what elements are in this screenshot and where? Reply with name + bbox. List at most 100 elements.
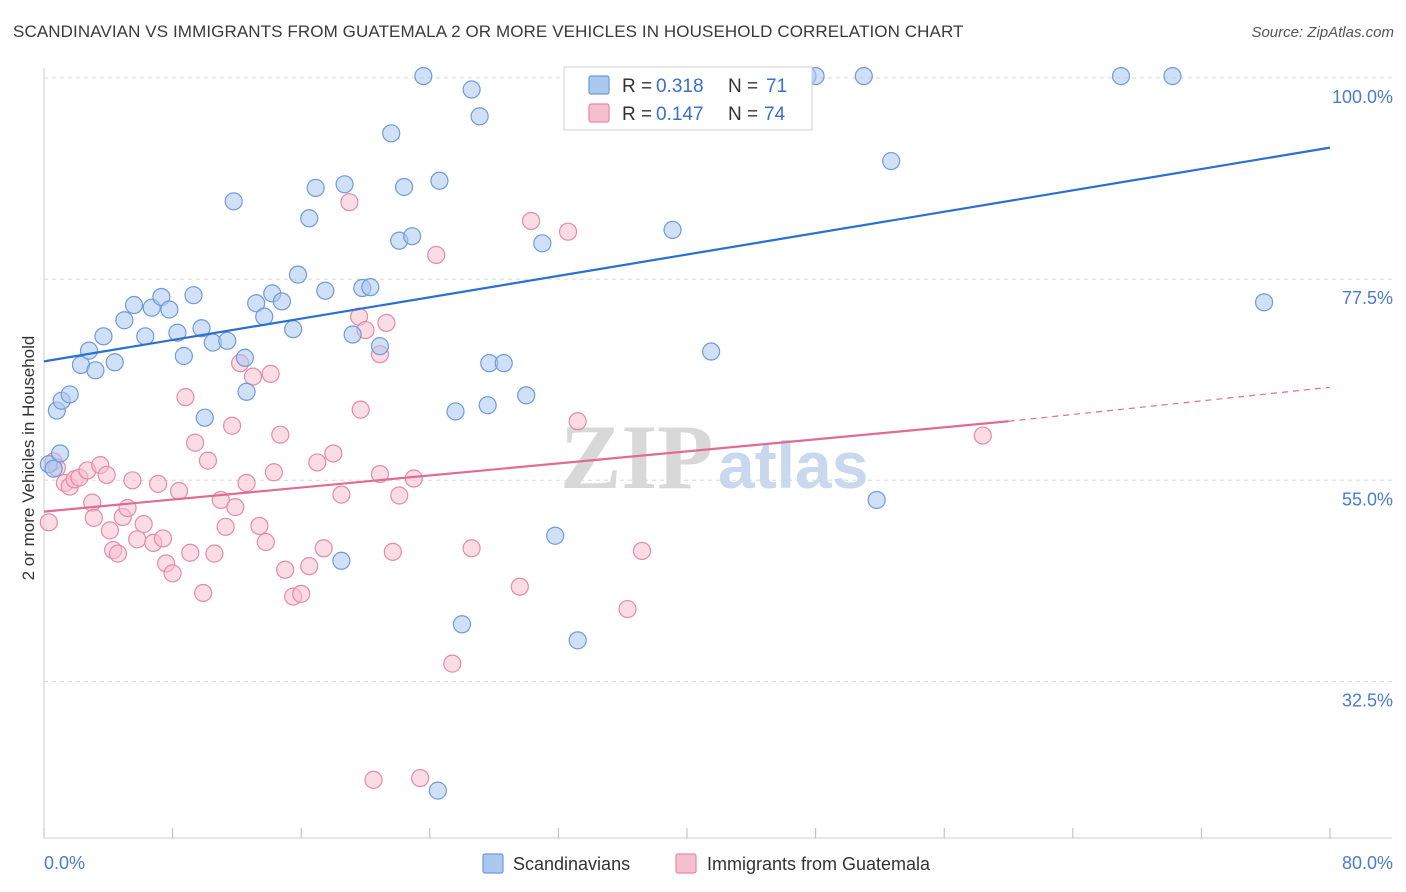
data-point-scandinavians: [300, 209, 319, 228]
data-point-scandinavians: [478, 396, 497, 415]
data-point-guatemala: [243, 367, 263, 386]
data-point-scandinavians: [168, 323, 187, 342]
bottom-legend: Scandinavians Immigrants from Guatemala: [482, 853, 931, 874]
data-point-scandinavians: [343, 325, 362, 344]
data-point-guatemala: [222, 416, 242, 435]
data-point-guatemala: [216, 517, 235, 536]
data-point-scandinavians: [224, 192, 243, 211]
data-point-guatemala: [618, 599, 637, 619]
data-point-scandinavians: [663, 220, 682, 240]
data-point-scandinavians: [494, 354, 513, 373]
x-tick-label-min: 0.0%: [44, 853, 85, 873]
data-point-scandinavians: [316, 281, 335, 300]
legend-swatch-pink: [588, 103, 610, 123]
data-point-scandinavians: [430, 171, 449, 190]
data-point-scandinavians: [136, 327, 155, 346]
data-point-guatemala: [123, 471, 142, 490]
legend-r-value-2: 0.147: [656, 104, 704, 125]
top-legend: R = 0.318 N = 71 R = 0.147 N = 74: [563, 66, 813, 131]
series-guatemala-points: [39, 193, 992, 789]
data-point-guatemala: [383, 542, 402, 561]
data-point-guatemala: [226, 498, 245, 517]
data-point-guatemala: [370, 464, 390, 484]
data-point-scandinavians: [184, 286, 203, 305]
legend-r-label-2: R =: [622, 104, 652, 125]
data-point-scandinavians: [1163, 66, 1182, 86]
data-point-scandinavians: [195, 408, 214, 427]
chart-title: SCANDINAVIAN VS IMMIGRANTS FROM GUATEMAL…: [13, 22, 964, 41]
data-point-scandinavians: [94, 327, 113, 346]
axes: [43, 68, 1392, 839]
data-point-guatemala: [377, 313, 396, 333]
data-point-guatemala: [176, 388, 195, 407]
data-point-scandinavians: [546, 526, 565, 545]
data-point-guatemala: [308, 453, 327, 472]
y-tick-label: 100.0%: [1332, 87, 1393, 107]
data-point-guatemala: [237, 473, 256, 493]
data-point-guatemala: [264, 463, 283, 482]
data-point-scandinavians: [218, 331, 237, 350]
data-point-guatemala: [261, 364, 280, 383]
data-point-guatemala: [108, 544, 128, 563]
data-point-guatemala: [97, 465, 116, 485]
data-point-guatemala: [100, 521, 120, 540]
data-point-guatemala: [169, 481, 189, 501]
data-point-scandinavians: [50, 444, 70, 463]
data-point-scandinavians: [382, 124, 401, 143]
data-point-guatemala: [205, 544, 224, 563]
watermark: ZIP atlas: [560, 406, 868, 508]
data-point-scandinavians: [174, 346, 193, 366]
data-point-guatemala: [462, 539, 481, 558]
trend-line-guatemala: [43, 420, 1009, 513]
data-point-guatemala: [153, 529, 173, 548]
data-point-guatemala: [271, 425, 290, 444]
bottom-legend-swatch-guatemala: [675, 853, 697, 874]
data-point-scandinavians: [160, 300, 179, 319]
data-point-scandinavians: [452, 615, 472, 634]
data-point-scandinavians: [370, 337, 390, 356]
data-point-guatemala: [351, 400, 370, 419]
data-point-scandinavians: [335, 175, 354, 194]
data-point-guatemala: [194, 583, 213, 603]
data-point-guatemala: [427, 245, 446, 265]
data-point-guatemala: [163, 564, 182, 583]
data-point-scandinavians: [192, 319, 211, 338]
data-point-scandinavians: [428, 781, 447, 800]
data-point-scandinavians: [60, 385, 79, 404]
data-point-scandinavians: [1254, 293, 1274, 312]
bottom-legend-swatch-scandinavians: [482, 853, 504, 874]
data-point-scandinavians: [462, 80, 481, 99]
data-point-scandinavians: [414, 66, 433, 86]
data-point-scandinavians: [446, 402, 465, 421]
y-tick-label: 55.0%: [1342, 489, 1393, 509]
data-point-scandinavians: [867, 490, 886, 510]
data-point-scandinavians: [403, 227, 422, 246]
data-point-guatemala: [198, 451, 218, 470]
data-point-guatemala: [558, 222, 578, 241]
data-point-guatemala: [84, 508, 103, 527]
data-point-guatemala: [324, 444, 343, 463]
data-point-scandinavians: [247, 294, 266, 313]
data-point-guatemala: [128, 530, 147, 549]
data-point-guatemala: [411, 768, 430, 788]
data-point-guatemala: [292, 584, 311, 603]
y-tick-labels: 32.5% 55.0% 77.5% 100.0%: [1332, 87, 1393, 711]
data-point-scandinavians: [568, 631, 587, 650]
legend-n-label-1: N =: [728, 76, 758, 97]
data-point-guatemala: [39, 513, 58, 532]
data-point-guatemala: [568, 412, 587, 431]
data-point-scandinavians: [284, 320, 303, 339]
data-point-scandinavians: [255, 307, 274, 326]
data-point-scandinavians: [86, 361, 105, 380]
data-point-scandinavians: [306, 178, 325, 197]
data-point-scandinavians: [288, 265, 308, 284]
legend-n-value-1: 71: [766, 76, 787, 97]
x-tick-labels: 0.0% 80.0%: [44, 853, 1393, 873]
data-point-scandinavians: [470, 107, 489, 126]
trend-lines: [43, 146, 1331, 513]
data-point-guatemala: [181, 543, 200, 562]
data-point-guatemala: [632, 541, 652, 561]
data-point-guatemala: [186, 433, 205, 452]
data-point-guatemala: [250, 516, 269, 536]
